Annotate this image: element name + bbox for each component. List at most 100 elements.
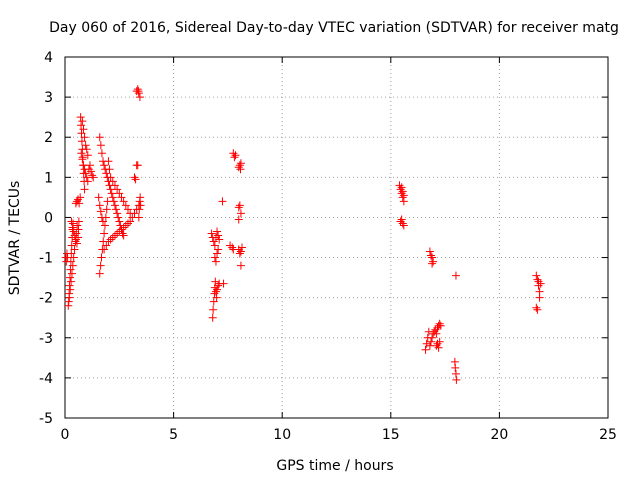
data-point [107,189,116,198]
data-point [215,235,224,244]
data-point [126,209,135,218]
data-point [214,231,223,240]
data-point [79,125,88,134]
data-point [209,305,218,314]
data-point [399,221,408,230]
data-point [76,193,85,202]
data-point [74,233,83,242]
data-point [68,223,77,232]
chart-title: Day 060 of 2016, Sidereal Day-to-day VTE… [49,20,619,36]
data-point [70,245,79,254]
data-point [113,209,122,218]
y-tick-label: -2 [39,291,53,307]
data-point [97,149,106,158]
data-point [96,141,105,150]
y-axis-label: SDTVAR / TECUs [7,181,23,296]
data-point [532,271,541,280]
data-point [99,217,108,226]
data-point [66,285,75,294]
data-point [66,257,75,266]
data-point [100,229,109,238]
x-tick-label: 15 [382,427,400,443]
data-point [123,205,132,214]
data-point [397,183,406,192]
data-point [81,141,90,150]
data-point [208,313,217,322]
data-point [96,261,105,270]
data-point [212,293,221,302]
data-point [80,133,89,142]
data-point [533,305,542,314]
data-point [209,297,218,306]
data-point [398,187,407,196]
data-point [426,337,435,346]
data-point [85,161,94,170]
data-point [67,249,76,258]
data-point [235,201,244,210]
data-point [100,161,109,170]
data-point [70,231,79,240]
data-point [435,319,444,328]
data-point [69,227,78,236]
y-tick-label: -3 [39,331,53,347]
data-point [219,279,228,288]
data-point [100,245,109,254]
data-point [429,257,438,266]
data-point [67,217,76,226]
data-point [234,203,243,212]
data-point [65,293,74,302]
data-point [428,333,437,342]
data-point [115,189,124,198]
data-point [532,303,541,312]
data-point [77,121,86,130]
data-point [77,137,86,146]
data-point [96,207,105,216]
data-point [533,275,542,284]
data-point [88,171,97,180]
data-point [77,149,86,158]
data-point [451,363,460,372]
data-point [236,209,245,218]
data-point [211,277,220,286]
data-point [211,287,220,296]
data-point [214,281,223,290]
data-point [105,165,114,174]
data-point [78,155,87,164]
data-point [133,85,142,94]
data-point [228,243,237,252]
data-point [83,151,92,160]
data-point [65,273,74,282]
y-tick-label: 3 [44,90,53,106]
data-point [235,161,244,170]
data-point [119,197,128,206]
plot-frame [64,56,609,419]
data-point [236,247,245,256]
data-point [67,241,76,250]
data-point [77,129,86,138]
data-point [210,253,219,262]
data-point [114,213,123,222]
y-tick-label: 1 [44,170,53,186]
data-point [64,297,73,306]
data-point [81,169,90,178]
data-point [536,279,545,288]
data-point [535,293,544,302]
data-point [126,217,135,226]
data-point [95,269,104,278]
data-point [94,193,103,202]
data-point [83,177,92,186]
data-point [104,157,113,166]
data-point [433,323,442,332]
data-point [134,87,143,96]
data-point [434,343,443,352]
data-point [422,339,431,348]
data-point [230,153,239,162]
data-point [133,161,142,170]
data-point [97,253,106,262]
data-point [235,249,244,258]
data-point [108,177,117,186]
data-point [436,321,445,330]
data-point [135,205,144,214]
data-point [213,285,222,294]
